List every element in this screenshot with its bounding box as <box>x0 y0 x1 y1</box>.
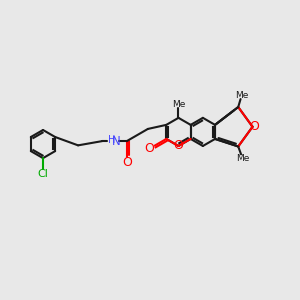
Text: O: O <box>123 156 133 169</box>
Text: O: O <box>145 142 154 155</box>
Text: Cl: Cl <box>38 169 48 178</box>
Text: O: O <box>249 120 259 133</box>
Text: Me: Me <box>172 100 185 109</box>
Text: Me: Me <box>235 91 248 100</box>
Text: O: O <box>173 140 183 152</box>
Text: Me: Me <box>236 154 249 163</box>
Text: H: H <box>108 135 116 145</box>
Text: N: N <box>111 135 120 148</box>
